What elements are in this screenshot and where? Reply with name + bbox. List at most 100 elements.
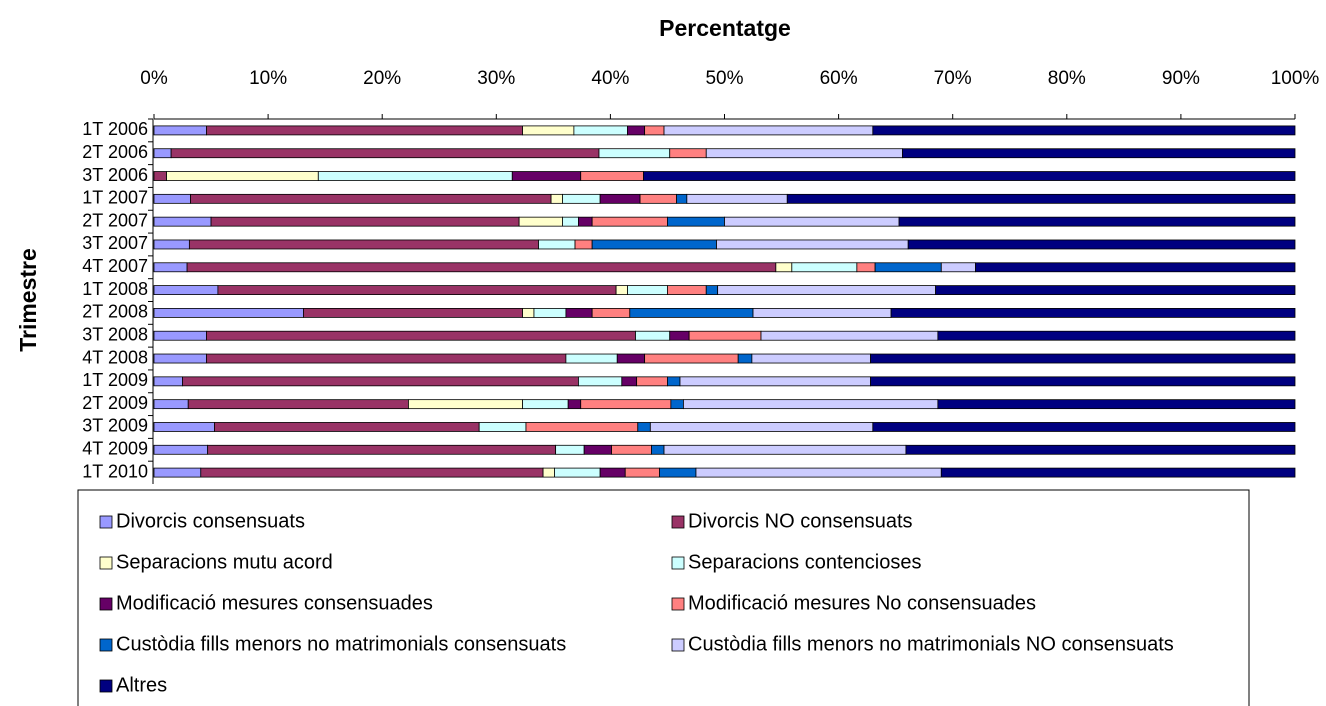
bar-segment [478,422,527,432]
bar-segment [153,285,219,295]
y-tick-label: 3T 2006 [82,165,148,185]
bar-segment [872,422,1296,432]
legend-swatch [99,597,113,611]
bar-segment [210,216,520,227]
bar-segment [153,353,207,364]
bar-segment [940,262,976,273]
bar-segment [153,444,209,455]
bar-segment [667,376,681,387]
y-tick-label: 4T 2007 [82,256,148,276]
bar-segment [937,399,1296,410]
legend-label: Separacions contencioses [688,551,921,573]
bar-segment [752,308,892,318]
bar-segment [676,193,688,204]
bar-segment [870,353,1296,364]
bar-segment [591,239,717,250]
bar-segment [667,216,725,227]
bar-segment [635,330,671,341]
bar-segment [688,330,762,341]
bar-segment [786,193,1296,204]
bar-segment [153,422,215,432]
bar-segment [663,444,907,455]
bar-segment [408,399,523,410]
legend-box [77,489,1250,706]
bar-segment [737,353,753,364]
bar-segment [724,216,900,227]
bar-segment [716,239,909,250]
bar-segment [580,171,644,181]
x-tick-label: 70% [934,68,972,89]
y-tick-label: 2T 2007 [82,210,148,230]
bar-segment [669,330,690,341]
x-tick-label: 0% [140,68,168,89]
bar-segment [574,239,593,250]
bar-segment [890,308,1296,318]
legend-label: Separacions mutu acord [116,551,333,573]
bar-segment [153,239,190,250]
legend-swatch [671,556,685,570]
legend-swatch [99,515,113,529]
bar-segment [615,285,628,295]
bar-segment [591,308,631,318]
y-tick-label: 3T 2007 [82,233,148,253]
bar-segment [153,125,207,136]
bar-segment [567,399,582,410]
legend-label: Modificació mesures No consensuades [688,592,1036,614]
bar-segment [518,216,563,227]
bar-segment [188,239,539,250]
bar-segment [580,399,672,410]
bar-segment [166,171,319,181]
x-tick-label: 40% [591,68,629,89]
y-tick-label: 1T 2009 [82,370,148,390]
bar-segment [525,422,639,432]
bar-segment [695,467,942,478]
y-tick-label: 1T 2008 [82,279,148,299]
bar-segment [775,262,793,273]
y-tick-label: 4T 2009 [82,439,148,459]
bar-segment [206,353,567,364]
bar-segment [872,125,1296,136]
bar-segment [522,399,569,410]
bar-segment [751,353,871,364]
bar-segment [663,125,874,136]
bar-segment [578,376,623,387]
x-tick-label: 20% [363,68,401,89]
bar-segment [550,193,563,204]
bar-segment [791,262,858,273]
bar-segment [629,308,754,318]
bar-segment [679,376,871,387]
legend-swatch [99,638,113,652]
bar-segment [717,285,936,295]
bar-segment [935,285,1296,295]
bar-segment [874,262,942,273]
bar-segment [578,216,593,227]
bar-segment [317,171,513,181]
bar-segment [907,239,1296,250]
bar-segment [170,148,600,159]
bar-segment [659,467,697,478]
bar-segment [591,216,668,227]
bar-segment [186,262,777,273]
bar-segment [627,125,646,136]
bar-segment [153,171,167,181]
bar-segment [153,308,304,318]
bar-segment [153,376,183,387]
bar-segment [533,308,567,318]
bar-segment [565,308,593,318]
x-tick-label: 80% [1048,68,1086,89]
bar-segment [207,444,557,455]
bar-segment [190,193,552,204]
bar-segment [599,467,626,478]
bar-segment [153,399,189,410]
y-tick-label: 3T 2009 [82,416,148,436]
bar-segment [511,171,582,181]
bar-segment [937,330,1296,341]
bar-segment [705,285,719,295]
bar-segment [153,193,191,204]
bar-segment [940,467,1296,478]
x-tick-label: 60% [820,68,858,89]
bar-segment [583,444,612,455]
y-tick-label: 2T 2008 [82,302,148,322]
bar-segment [644,125,665,136]
